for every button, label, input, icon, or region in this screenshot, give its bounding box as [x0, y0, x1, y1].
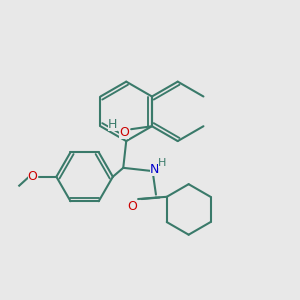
Text: O: O — [28, 170, 38, 183]
Text: H: H — [108, 118, 117, 131]
Text: O: O — [127, 200, 137, 213]
Text: H: H — [158, 158, 166, 168]
Text: N: N — [150, 163, 159, 176]
Text: O: O — [119, 126, 129, 139]
